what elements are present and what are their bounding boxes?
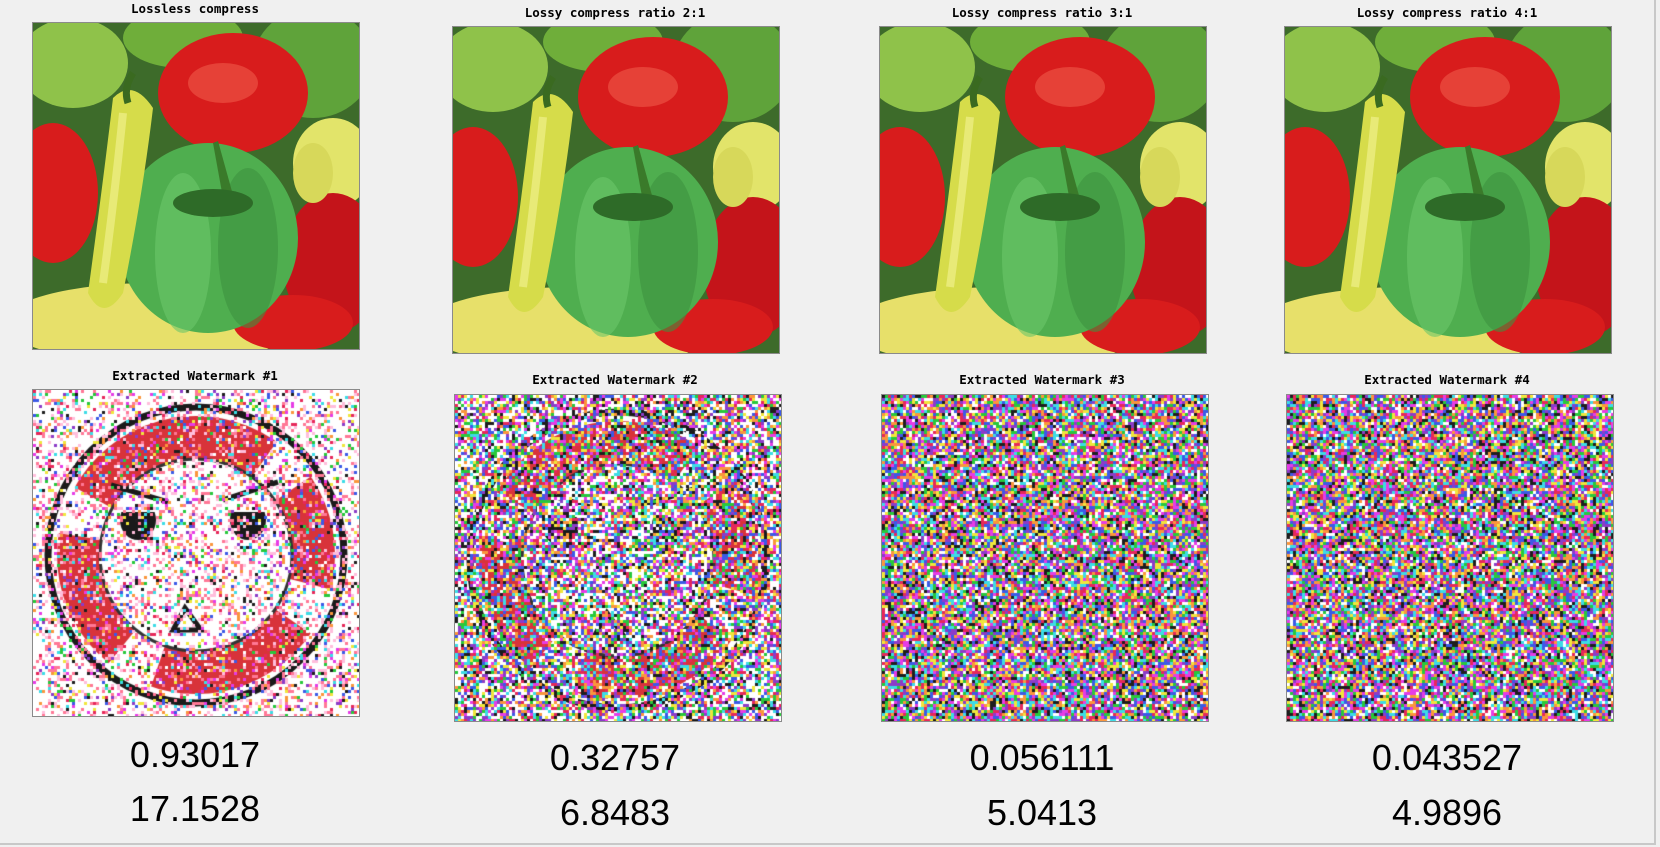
metric-b-3: 5.0413	[986, 792, 1098, 833]
metric-a-3: 0.056111	[969, 737, 1115, 778]
metric-b-2: 6.8483	[559, 792, 671, 833]
compressed-image-3	[879, 26, 1207, 354]
peppers-image	[880, 27, 1206, 353]
extracted-watermark-4	[1286, 394, 1614, 722]
compressed-image-2	[452, 26, 780, 354]
compressed-image-4	[1284, 26, 1612, 354]
extracted-watermark-1	[32, 389, 360, 717]
image-title-4: Lossy compress ratio 4:1	[1356, 5, 1538, 20]
peppers-image	[453, 27, 779, 353]
metric-b-1: 17.1528	[129, 788, 261, 829]
image-title-1: Lossless compress	[131, 1, 259, 16]
extracted-watermark-3	[881, 394, 1209, 722]
metric-a-1: 0.93017	[129, 734, 261, 775]
watermark-title-2: Extracted Watermark #2	[532, 372, 698, 387]
watermark-canvas	[882, 395, 1208, 721]
metric-b-4: 4.9896	[1391, 792, 1503, 833]
peppers-image	[33, 23, 359, 349]
watermark-canvas	[455, 395, 781, 721]
watermark-canvas	[33, 390, 359, 716]
image-title-3: Lossy compress ratio 3:1	[951, 5, 1133, 20]
watermark-title-3: Extracted Watermark #3	[959, 372, 1125, 387]
metric-a-4: 0.043527	[1371, 737, 1523, 778]
watermark-title-4: Extracted Watermark #4	[1364, 372, 1530, 387]
compressed-image-1	[32, 22, 360, 350]
panel-column-2: Lossy compress ratio 2:1 Extracted Water…	[452, 0, 782, 847]
peppers-image	[1285, 27, 1611, 353]
watermark-canvas	[1287, 395, 1613, 721]
panel-column-3: Lossy compress ratio 3:1 Extracted Water…	[879, 0, 1209, 847]
panel-column-4: Lossy compress ratio 4:1 Extracted Water…	[1284, 0, 1614, 847]
extracted-watermark-2	[454, 394, 782, 722]
watermark-title-1: Extracted Watermark #1	[112, 368, 278, 383]
panel-column-1: Lossless compress Extracted Watermark #1…	[32, 0, 360, 847]
metric-a-2: 0.32757	[549, 737, 681, 778]
image-title-2: Lossy compress ratio 2:1	[524, 5, 706, 20]
